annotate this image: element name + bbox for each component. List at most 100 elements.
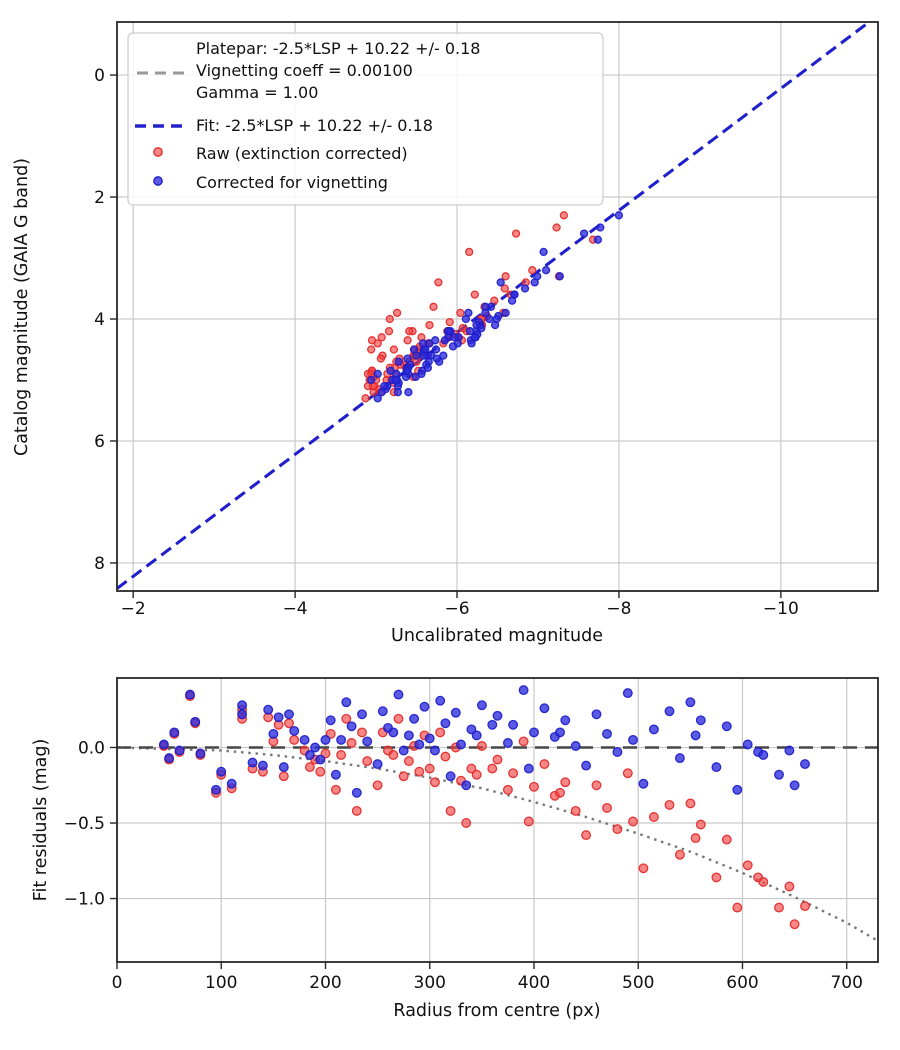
corrected-data-point bbox=[789, 780, 800, 791]
corrected-data-point bbox=[403, 730, 414, 741]
corrected-data-point bbox=[226, 778, 237, 789]
legend-raw-marker bbox=[153, 147, 163, 157]
corrected-data-point bbox=[520, 284, 530, 293]
raw-data-point bbox=[425, 320, 434, 330]
y-tick-label: 0 bbox=[94, 66, 105, 86]
corrected-data-point bbox=[388, 727, 399, 738]
raw-data-point bbox=[367, 336, 377, 345]
raw-data-point bbox=[377, 333, 386, 342]
y-tick-label: 4 bbox=[94, 310, 105, 330]
corrected-data-point bbox=[237, 700, 248, 711]
raw-data-point bbox=[581, 830, 592, 841]
corrected-data-point bbox=[190, 716, 201, 727]
corrected-data-point bbox=[496, 278, 505, 287]
corrected-data-point bbox=[523, 763, 534, 774]
corrected-data-point bbox=[273, 712, 284, 723]
corrected-data-point bbox=[539, 247, 548, 257]
corrected-data-point bbox=[304, 750, 315, 760]
raw-data-point bbox=[628, 816, 638, 827]
raw-data-point bbox=[552, 223, 561, 232]
corrected-data-point bbox=[461, 314, 471, 324]
corrected-data-point bbox=[402, 366, 411, 375]
corrected-data-point bbox=[555, 272, 564, 281]
corrected-data-point bbox=[419, 351, 428, 360]
bottom-yaxis-label: Fit residuals (mag) bbox=[31, 739, 51, 902]
legend: Platepar: -2.5*LSP + 10.22 +/- 0.18 Vign… bbox=[127, 32, 604, 206]
corrected-data-point bbox=[579, 229, 589, 238]
corrected-data-point bbox=[440, 718, 451, 729]
corrected-data-point bbox=[510, 290, 519, 299]
raw-data-point bbox=[490, 296, 499, 305]
raw-data-point bbox=[742, 860, 753, 871]
raw-data-point bbox=[559, 211, 569, 220]
raw-data-point bbox=[284, 718, 294, 729]
corrected-data-point bbox=[386, 366, 395, 375]
residuals-plot: 0 100 200 300 400 500 600 700 0.0 −0.5 −1.0 bbox=[64, 677, 879, 993]
corrected-data-point bbox=[320, 734, 331, 745]
raw-data-point bbox=[612, 824, 623, 835]
corrected-data-point bbox=[570, 741, 581, 751]
corrected-data-point bbox=[445, 771, 456, 782]
corrected-data-point bbox=[541, 266, 551, 275]
corrected-data-point bbox=[487, 719, 498, 730]
corrected-data-point bbox=[330, 769, 341, 780]
corrected-data-point bbox=[711, 762, 722, 773]
raw-scatter bbox=[158, 691, 810, 930]
x-tick-label: −4 bbox=[283, 599, 308, 619]
corrected-data-point bbox=[602, 728, 612, 739]
top-xaxis-label: Uncalibrated magnitude bbox=[391, 626, 603, 646]
legend-fit-label: Fit: -2.5*LSP + 10.22 +/- 0.18 bbox=[196, 116, 433, 135]
corrected-data-point bbox=[774, 769, 784, 780]
raw-data-point bbox=[403, 336, 412, 345]
y-tick-label: 2 bbox=[94, 188, 105, 208]
corrected-data-point bbox=[481, 302, 490, 311]
corrected-data-point bbox=[398, 745, 409, 756]
raw-data-point bbox=[320, 748, 331, 759]
raw-data-point bbox=[405, 327, 414, 336]
bottom-xaxis-label: Radius from centre (px) bbox=[393, 1001, 600, 1021]
x-tick-label: −8 bbox=[606, 599, 631, 619]
raw-data-point bbox=[445, 805, 456, 816]
raw-data-point bbox=[351, 805, 362, 816]
raw-data-point bbox=[330, 784, 341, 795]
raw-data-point bbox=[430, 777, 440, 788]
corrected-data-point bbox=[158, 739, 169, 750]
raw-data-point bbox=[278, 771, 289, 782]
plot-frame bbox=[116, 677, 879, 963]
corrected-data-point bbox=[690, 730, 701, 741]
raw-data-point bbox=[539, 759, 550, 770]
corrected-data-point bbox=[800, 759, 810, 770]
corrected-data-point bbox=[430, 745, 440, 756]
corrected-data-point bbox=[501, 308, 510, 318]
corrected-data-point bbox=[431, 336, 440, 345]
raw-data-point bbox=[529, 781, 539, 792]
y-tick-label: −0.5 bbox=[64, 814, 105, 834]
x-tick-label: −6 bbox=[444, 599, 469, 619]
raw-data-point bbox=[458, 324, 467, 333]
raw-data-point bbox=[560, 777, 571, 788]
corrected-data-point bbox=[555, 727, 565, 738]
corrected-data-point bbox=[284, 709, 294, 720]
corrected-data-point bbox=[440, 336, 450, 345]
raw-data-point bbox=[414, 766, 425, 777]
legend-platepar-label-line1: Platepar: -2.5*LSP + 10.22 +/- 0.18 bbox=[196, 39, 480, 58]
x-tick-label: 300 bbox=[414, 973, 446, 993]
raw-data-point bbox=[388, 750, 399, 760]
raw-data-point bbox=[341, 713, 352, 724]
x-tick-label: 700 bbox=[830, 973, 862, 993]
corrected-data-point bbox=[508, 719, 519, 730]
corrected-data-point bbox=[424, 733, 435, 744]
corrected-data-point bbox=[362, 736, 373, 747]
corrected-data-point bbox=[581, 760, 592, 771]
raw-data-point bbox=[429, 302, 438, 311]
corrected-data-point bbox=[431, 345, 441, 354]
raw-data-point bbox=[690, 833, 701, 844]
raw-data-point bbox=[434, 278, 443, 287]
x-tick-label: 600 bbox=[726, 973, 758, 993]
corrected-data-point bbox=[476, 700, 487, 711]
raw-data-point bbox=[336, 750, 347, 760]
corrected-data-point bbox=[529, 727, 539, 738]
corrected-data-point bbox=[758, 750, 769, 760]
raw-data-point bbox=[424, 763, 435, 774]
corrected-data-point bbox=[372, 759, 383, 770]
